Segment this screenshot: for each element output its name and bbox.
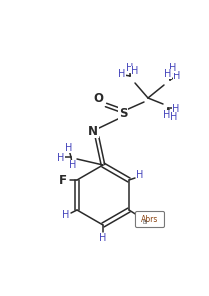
Text: H: H (169, 63, 177, 73)
Text: S: S (119, 107, 127, 120)
Text: H: H (62, 210, 70, 220)
Text: H: H (170, 112, 178, 122)
Text: Abrs: Abrs (141, 215, 159, 224)
Text: H: H (126, 63, 134, 73)
Text: N: N (88, 125, 98, 138)
Text: H: H (99, 233, 107, 243)
Text: H: H (69, 160, 77, 170)
Text: O: O (93, 91, 103, 104)
Text: H: H (163, 110, 171, 120)
Text: H: H (172, 104, 180, 114)
Text: F: F (59, 173, 67, 186)
Text: H: H (164, 69, 172, 79)
Text: H: H (136, 170, 144, 180)
Text: H: H (131, 66, 139, 76)
Text: H: H (118, 69, 126, 79)
Text: Br: Br (143, 220, 148, 224)
FancyBboxPatch shape (135, 212, 164, 228)
Text: H: H (173, 71, 181, 81)
Text: H: H (57, 153, 65, 163)
Text: H: H (65, 143, 73, 153)
